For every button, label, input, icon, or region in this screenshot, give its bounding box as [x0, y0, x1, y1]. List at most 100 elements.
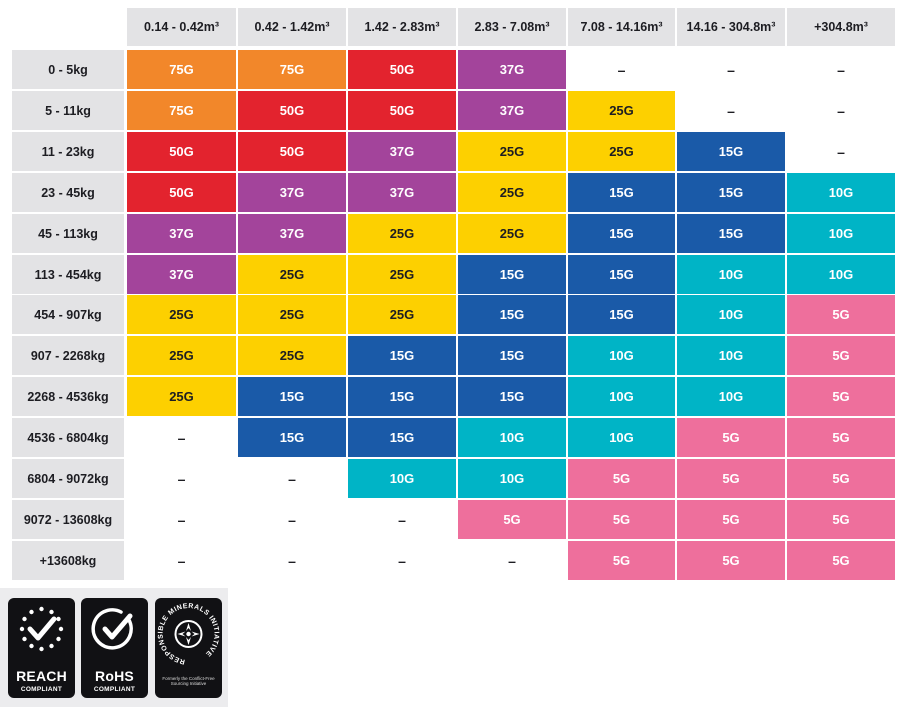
- rating-cell: 25G: [348, 255, 456, 294]
- row-header: 0 - 5kg: [12, 50, 124, 89]
- rating-cell: 37G: [238, 214, 346, 253]
- column-header: 14.16 - 304.8m³: [677, 8, 785, 46]
- rating-cell: 10G: [677, 377, 785, 416]
- row-header: 454 - 907kg: [12, 295, 124, 334]
- rating-cell: 15G: [568, 214, 675, 253]
- g-rating-table: 0.14 - 0.42m³ 0.42 - 1.42m³ 1.42 - 2.83m³ 2…: [12, 8, 895, 580]
- rating-cell: 5G: [787, 459, 895, 498]
- empty-cell: –: [398, 552, 406, 569]
- rating-cell: 37G: [458, 50, 566, 89]
- rating-cell: 5G: [787, 500, 895, 539]
- rating-cell: 15G: [348, 377, 456, 416]
- rating-cell: 15G: [238, 418, 346, 457]
- rohs-badge: RoHS COMPLIANT: [81, 598, 148, 698]
- rating-cell: 50G: [238, 91, 346, 130]
- reach-badge: REACH COMPLIANT: [8, 598, 75, 698]
- row-header: 907 - 2268kg: [12, 336, 124, 375]
- empty-cell: –: [288, 552, 296, 569]
- rating-cell: 15G: [458, 295, 566, 334]
- rating-cell: 5G: [677, 500, 785, 539]
- rating-cell: 37G: [238, 173, 346, 212]
- rating-cell: 25G: [568, 91, 675, 130]
- rating-cell: 75G: [238, 50, 346, 89]
- rating-cell: 15G: [568, 173, 675, 212]
- empty-cell: –: [288, 470, 296, 487]
- rmi-seal-icon: RESPONSIBLE MINERALS INITIATIVE: [157, 603, 219, 665]
- rating-cell: 15G: [458, 255, 566, 294]
- empty-cell: –: [837, 61, 845, 78]
- row-header: 23 - 45kg: [12, 173, 124, 212]
- rating-cell: 25G: [348, 214, 456, 253]
- circle-check-icon: [91, 608, 133, 650]
- empty-cell: –: [288, 511, 296, 528]
- empty-cell: –: [727, 61, 735, 78]
- rating-cell: 25G: [458, 214, 566, 253]
- rating-cell: 15G: [568, 295, 675, 334]
- rating-cell: 10G: [787, 214, 895, 253]
- row-header: 11 - 23kg: [12, 132, 124, 171]
- rating-cell: 25G: [127, 336, 236, 375]
- rating-cell: 10G: [677, 295, 785, 334]
- rating-cell: 75G: [127, 91, 236, 130]
- rating-cell: 5G: [787, 541, 895, 580]
- rating-cell: 5G: [787, 336, 895, 375]
- empty-cell: –: [177, 511, 186, 528]
- rating-cell: 15G: [238, 377, 346, 416]
- rating-cell: 5G: [568, 459, 675, 498]
- rating-cell: 15G: [348, 418, 456, 457]
- eu-stars-check-icon: [19, 606, 64, 652]
- row-header: +13608kg: [12, 541, 124, 580]
- column-header: 1.42 - 2.83m³: [348, 8, 456, 46]
- rating-cell: 5G: [677, 418, 785, 457]
- empty-cell: –: [398, 511, 406, 528]
- rating-cell: 25G: [568, 132, 675, 171]
- rating-cell: 15G: [568, 255, 675, 294]
- row-header: 45 - 113kg: [12, 214, 124, 253]
- rating-cell: 10G: [458, 418, 566, 457]
- rmi-caption: Formerly the Conflict-Free Sourcing Init…: [162, 676, 215, 686]
- empty-cell: –: [177, 552, 186, 569]
- rating-cell: 5G: [677, 541, 785, 580]
- rating-cell: 5G: [568, 541, 675, 580]
- rating-cell: 50G: [348, 91, 456, 130]
- rating-cell: 50G: [348, 50, 456, 89]
- column-header: 0.14 - 0.42m³: [127, 8, 236, 46]
- compliance-badges: REACH COMPLIANT RoHS COMPLIANT RESPONSIB…: [0, 588, 228, 707]
- row-header: 4536 - 6804kg: [12, 418, 124, 457]
- rating-cell: 5G: [787, 295, 895, 334]
- rating-cell: 15G: [348, 336, 456, 375]
- row-header: 2268 - 4536kg: [12, 377, 124, 416]
- rohs-title: RoHS: [95, 668, 134, 684]
- rating-cell: 15G: [677, 173, 785, 212]
- rating-cell: 15G: [677, 214, 785, 253]
- reach-subtitle: COMPLIANT: [20, 686, 63, 693]
- rating-cell: 10G: [348, 459, 456, 498]
- reach-title: REACH: [16, 668, 67, 684]
- column-header: 2.83 - 7.08m³: [458, 8, 566, 46]
- rating-cell: 5G: [677, 459, 785, 498]
- rating-cell: 10G: [677, 336, 785, 375]
- rating-cell: 15G: [458, 336, 566, 375]
- rating-cell: 5G: [458, 500, 566, 539]
- row-header: 9072 - 13608kg: [12, 500, 124, 539]
- rating-cell: 37G: [348, 173, 456, 212]
- rating-cell: 10G: [677, 255, 785, 294]
- rating-cell: 10G: [568, 377, 675, 416]
- rating-cell: 25G: [127, 377, 236, 416]
- rating-cell: 50G: [127, 132, 236, 171]
- empty-cell: –: [177, 429, 186, 446]
- empty-cell: –: [508, 552, 516, 569]
- rating-cell: 25G: [127, 295, 236, 334]
- rating-cell: 25G: [458, 132, 566, 171]
- rating-cell: 5G: [787, 377, 895, 416]
- empty-cell: –: [177, 470, 186, 487]
- rating-cell: 25G: [458, 173, 566, 212]
- rating-cell: 5G: [568, 500, 675, 539]
- rohs-subtitle: COMPLIANT: [93, 686, 136, 693]
- rating-cell: 25G: [238, 336, 346, 375]
- rating-cell: 37G: [127, 255, 236, 294]
- rating-cell: 37G: [348, 132, 456, 171]
- column-header: +304.8m³: [787, 8, 895, 46]
- rating-cell: 37G: [127, 214, 236, 253]
- row-header: 113 - 454kg: [12, 255, 124, 294]
